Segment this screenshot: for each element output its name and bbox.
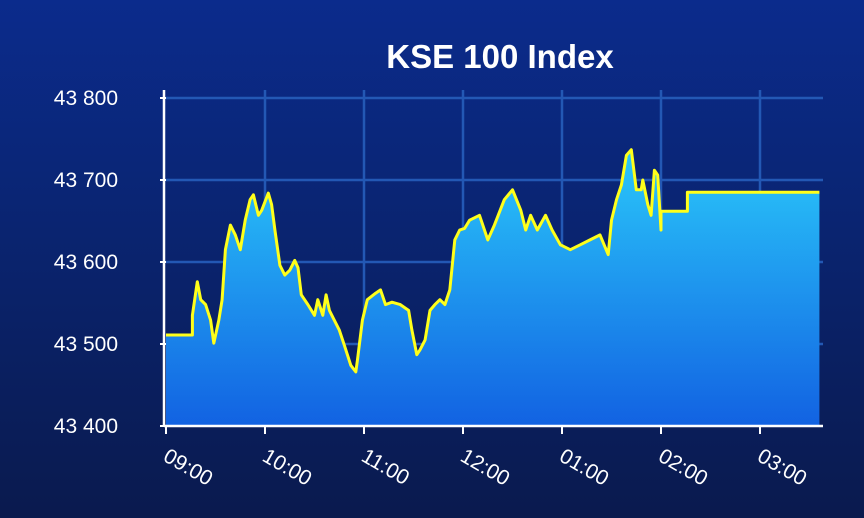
series-line (166, 148, 820, 374)
x-tick-label: 02:00 (655, 444, 712, 490)
y-tick-label: 43 700 (54, 169, 118, 192)
x-tick-label: 09:00 (160, 444, 217, 490)
x-tick-label: 01:00 (556, 444, 613, 490)
y-tick-label: 43 500 (54, 333, 118, 356)
y-tick-label: 43 800 (54, 87, 118, 110)
y-tick-label: 43 600 (54, 251, 118, 274)
x-tick-label: 03:00 (754, 444, 811, 490)
area-fill (166, 149, 820, 426)
x-tick-label: 10:00 (259, 444, 316, 490)
y-tick-label: 43 400 (54, 415, 118, 438)
chart-title: KSE 100 Index (386, 38, 614, 75)
x-tick-label: 11:00 (358, 444, 414, 489)
x-tick-label: 12:00 (457, 444, 514, 490)
